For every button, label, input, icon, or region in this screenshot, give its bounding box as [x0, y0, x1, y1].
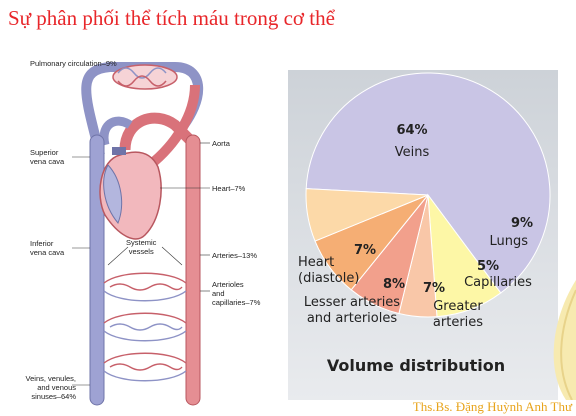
- pie-slice-0: [305, 72, 551, 294]
- label-heart: Heart–7%: [212, 184, 246, 193]
- slice-percent-label: 7%: [423, 281, 445, 296]
- slice-percent-label: 5%: [477, 259, 499, 274]
- slice-name-label: and arterioles: [307, 311, 398, 326]
- capillary-beds: [103, 272, 187, 382]
- pie-slice-5: [305, 188, 429, 242]
- label-pulmonary: Pulmonary circulation–9%: [30, 59, 117, 68]
- label-veins: Veins, venules, and venous sinuses–64%: [25, 374, 76, 401]
- label-systemic-vessels: Systemic vessels: [126, 238, 157, 256]
- slice-name-label: Capillaries: [464, 275, 532, 290]
- label-arterioles: Arterioles and capillaries–7%: [212, 280, 261, 307]
- pie-labels: 64% Veins 9% Lungs 5%Capillaries 7% Greaterart…: [298, 123, 533, 330]
- slice-name-label: Lesser arteries: [304, 295, 400, 310]
- slice-name-label: arteries: [433, 315, 483, 330]
- label-arteries: Arteries–13%: [212, 251, 258, 260]
- slice-name-label: Lungs: [489, 234, 528, 249]
- aorta-tube: [185, 134, 201, 406]
- slice-name-label: Veins: [395, 145, 430, 160]
- pie-slices: [305, 72, 551, 318]
- label-superior-vena-cava: Superior vena cava: [30, 148, 65, 166]
- slice-percent-label: 8%: [383, 277, 405, 292]
- page-title: Sự phân phối thể tích máu trong cơ thể: [8, 6, 335, 30]
- label-inferior-vena-cava: Inferior vena cava: [30, 239, 65, 257]
- pulmonary-capillaries: [112, 64, 178, 90]
- slice-name-label: Greater: [433, 299, 483, 314]
- slice-name-label: Heart: [298, 255, 334, 270]
- slice-name-label: (diastole): [298, 271, 359, 286]
- slice-percent-label: 64%: [396, 123, 427, 138]
- decorative-corner: [553, 280, 576, 400]
- slice-percent-label: 7%: [354, 243, 376, 258]
- author-credit: Ths.Bs. Đặng Huỳnh Anh Thư: [412, 399, 572, 414]
- label-aorta: Aorta: [212, 139, 230, 148]
- circulation-diagram: [72, 62, 210, 406]
- chart-title: Volume distribution: [327, 356, 505, 375]
- slice-percent-label: 9%: [511, 216, 533, 231]
- volume-distribution-chart: 64% Veins 9% Lungs 5%Capillaries 7% Greaterart…: [288, 70, 558, 400]
- heart-icon: [99, 147, 162, 240]
